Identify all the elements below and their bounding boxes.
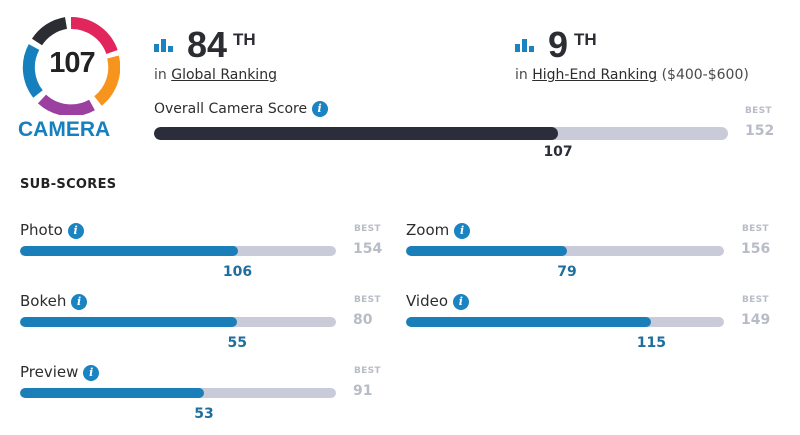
subscore-preview-value: 53 (194, 406, 214, 422)
subscore-photo-bar-fill (20, 246, 238, 256)
highend-rank-caption: in High-End Ranking ($400-$600) (515, 67, 749, 83)
subscore-bokeh-value: 55 (227, 335, 247, 351)
overall-score-label: Overall Camera Score i (154, 101, 328, 117)
highend-price-range: ($400-$600) (661, 67, 749, 83)
highend-rank-number: 9 (548, 24, 569, 65)
overall-score-value: 107 (543, 144, 573, 160)
subscore-zoom-label: Zoom (406, 221, 450, 239)
subscore-bokeh-bar-fill (20, 317, 238, 327)
subscore-zoom-best-tag: BEST (742, 224, 769, 234)
subscore-preview-label: Preview (20, 363, 79, 381)
subscores-heading: SUB-SCORES (20, 177, 117, 192)
subscore-zoom-bar (406, 246, 724, 256)
subscore-preview-best-tag: BEST (354, 366, 381, 376)
global-ranking-link[interactable]: Global Ranking (171, 67, 277, 83)
subscore-preview: Preview i 53 BEST 91 (20, 363, 396, 425)
info-icon[interactable]: i (83, 364, 100, 381)
subscore-video-bar (406, 317, 724, 327)
subscore-zoom-bar-fill (406, 246, 568, 256)
info-icon[interactable]: i (67, 222, 84, 239)
subscore-zoom: Zoom i 79 BEST 156 (406, 221, 784, 283)
overall-score-title: Overall Camera Score (154, 101, 308, 117)
badge-score: 107 (49, 47, 95, 79)
subscore-bokeh-best-value: 80 (353, 312, 373, 328)
subscore-photo-value: 106 (222, 264, 253, 280)
overall-best-value: 152 (745, 123, 775, 139)
subscore-photo-label: Photo (20, 221, 63, 239)
badge-category-label: CAMERA (18, 118, 111, 141)
subscore-photo: Photo i 106 BEST 154 (20, 221, 396, 283)
subscore-video-value: 115 (636, 335, 667, 351)
subscore-photo-best-tag: BEST (354, 224, 381, 234)
subscore-bokeh-bar (20, 317, 336, 327)
subscore-photo-best-value: 154 (353, 241, 383, 257)
overall-best-tag: BEST (745, 106, 772, 116)
subscore-video: Video i 115 BEST 149 (406, 292, 784, 354)
global-rank-prefix: in (154, 67, 167, 83)
subscore-preview-best-value: 91 (353, 383, 373, 399)
global-rank-suffix: TH (233, 30, 256, 49)
highend-rank-suffix: TH (574, 30, 597, 49)
info-icon[interactable]: i (454, 222, 471, 239)
subscore-video-bar-fill (406, 317, 652, 327)
highend-ranking-link[interactable]: High-End Ranking (532, 67, 658, 83)
subscore-preview-bar (20, 388, 336, 398)
highend-rank-prefix: in (515, 67, 528, 83)
bar-chart-icon (515, 39, 534, 52)
info-icon[interactable]: i (71, 293, 88, 310)
subscore-bokeh-best-tag: BEST (354, 295, 381, 305)
subscore-video-label: Video (406, 292, 449, 310)
subscore-photo-bar (20, 246, 336, 256)
bar-chart-icon (154, 39, 173, 52)
camera-score-badge (22, 17, 120, 115)
subscore-preview-bar-fill (20, 388, 205, 398)
subscore-video-best-tag: BEST (742, 295, 769, 305)
info-icon[interactable]: i (311, 101, 328, 117)
subscore-bokeh: Bokeh i 55 BEST 80 (20, 292, 396, 354)
subscore-zoom-best-value: 156 (741, 241, 771, 257)
overall-score-bar (154, 127, 728, 140)
info-icon[interactable]: i (452, 293, 469, 310)
overall-score-bar-fill (154, 127, 559, 140)
global-rank-number: 84 (187, 24, 228, 65)
subscore-video-best-value: 149 (741, 312, 771, 328)
subscore-zoom-value: 79 (557, 264, 577, 280)
global-rank-caption: in Global Ranking (154, 67, 277, 83)
subscore-bokeh-label: Bokeh (20, 292, 67, 310)
